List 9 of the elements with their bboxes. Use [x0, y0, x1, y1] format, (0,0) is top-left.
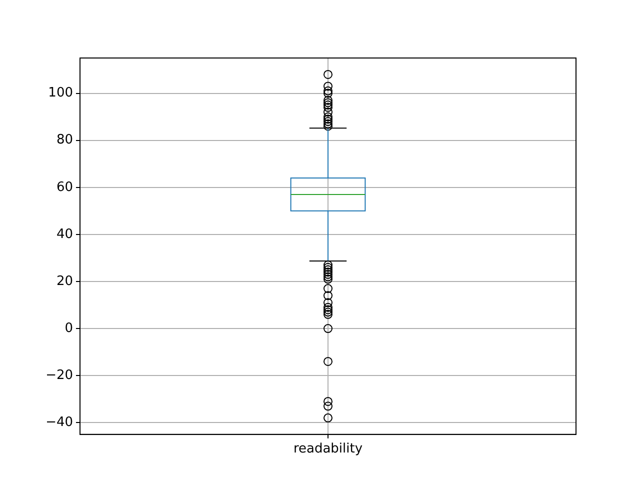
y-tick-label: 60 [56, 180, 73, 195]
y-tick-label: 40 [56, 226, 73, 242]
x-tick-label: readability [293, 442, 363, 457]
y-tick-label: 100 [48, 86, 73, 101]
y-tick-label: 0 [64, 320, 73, 336]
y-tick-label: −40 [46, 415, 73, 430]
y-tick-label: 20 [56, 274, 73, 289]
y-tick-label: 80 [56, 132, 73, 148]
y-tick-label: −20 [46, 368, 73, 383]
